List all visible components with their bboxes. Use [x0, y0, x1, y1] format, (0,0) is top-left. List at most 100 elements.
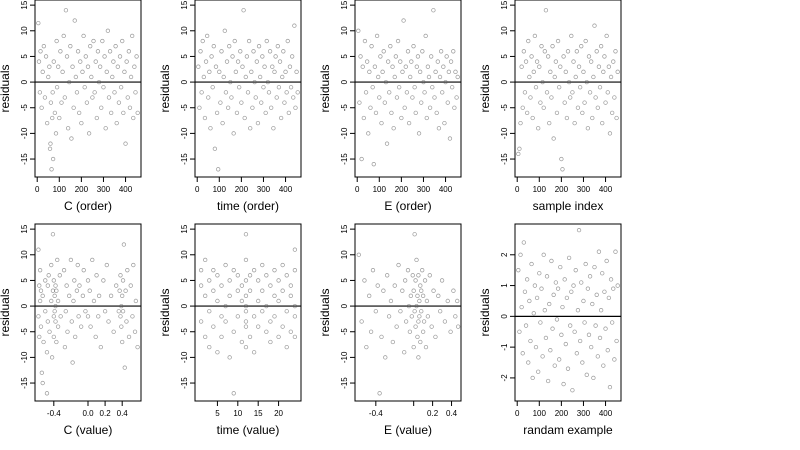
data-point [432, 95, 437, 100]
data-point [135, 110, 140, 116]
data-point [284, 273, 289, 278]
data-point [370, 268, 376, 273]
data-point [80, 69, 85, 74]
data-point [200, 38, 205, 44]
data-point [608, 74, 614, 80]
data-point [272, 293, 277, 298]
data-point [532, 33, 538, 39]
data-point [445, 298, 450, 304]
y-tick-label: 15 [340, 224, 349, 233]
data-point [398, 59, 403, 64]
data-point [412, 85, 417, 90]
data-point [128, 74, 134, 80]
data-point [125, 268, 130, 273]
panel-c-order: 0 100 200 300 400 -15 -10 -5 0 5 10 15 C (order) resi… [0, 0, 142, 213]
data-point [522, 90, 528, 95]
data-point [288, 293, 293, 298]
data-point [385, 59, 391, 64]
data-point [550, 326, 555, 331]
x-tick-label: 400 [279, 185, 293, 194]
data-point [412, 309, 417, 314]
y-tick-label: -10 [20, 127, 29, 139]
data-point [579, 280, 584, 285]
data-point [44, 350, 50, 355]
data-point [406, 120, 412, 126]
data-point [92, 90, 97, 95]
data-point [391, 126, 396, 131]
data-point [207, 344, 212, 350]
data-point [243, 74, 248, 80]
data-point [288, 329, 293, 334]
data-point [107, 49, 113, 54]
x-axis-title: time (value) [217, 423, 280, 437]
data-point [587, 274, 593, 279]
data-point [607, 385, 613, 390]
data-point [403, 64, 408, 69]
data-point [51, 334, 56, 340]
data-point [280, 324, 285, 329]
data-point [268, 339, 273, 345]
data-point [227, 293, 232, 298]
data-point [49, 298, 54, 304]
data-point [560, 304, 565, 310]
data-point [544, 90, 550, 95]
data-point [414, 257, 419, 263]
data-point [431, 288, 436, 293]
data-point [256, 44, 262, 49]
x-tick-label: 15 [254, 409, 263, 418]
data-point [615, 283, 620, 288]
data-point [582, 320, 587, 325]
data-point [550, 44, 555, 49]
data-point [400, 69, 405, 74]
data-point [55, 324, 61, 329]
data-point [123, 288, 128, 293]
data-point [538, 320, 543, 325]
data-point [281, 49, 286, 54]
data-point [424, 115, 429, 121]
data-point [614, 115, 619, 121]
data-point [292, 334, 298, 340]
data-point [36, 314, 41, 319]
data-point [582, 100, 587, 105]
data-point [94, 115, 99, 121]
data-point [576, 64, 582, 69]
data-point [204, 33, 210, 39]
data-point [411, 288, 416, 293]
x-tick-label: 400 [599, 185, 613, 194]
data-point [366, 131, 371, 136]
x-axis-title: E (value) [384, 423, 432, 437]
data-point [208, 126, 213, 131]
x-tick-label: 0 [35, 185, 40, 194]
data-point [581, 69, 586, 74]
data-point [423, 344, 429, 350]
data-point [284, 344, 289, 350]
data-point [411, 344, 416, 350]
data-point [415, 54, 421, 59]
data-point [285, 38, 290, 44]
data-point [383, 79, 389, 85]
data-point [607, 131, 613, 136]
data-point [37, 283, 42, 288]
data-point [283, 69, 288, 74]
plot-frame [194, 223, 302, 402]
data-point [610, 320, 615, 325]
data-point [57, 115, 62, 121]
x-tick-label: -0.4 [47, 409, 61, 418]
data-point [84, 100, 90, 105]
data-point [61, 268, 67, 273]
data-point [42, 95, 48, 100]
data-point [419, 100, 424, 105]
data-point [555, 286, 561, 291]
data-point [262, 64, 267, 69]
data-point [40, 380, 45, 386]
data-point [133, 298, 139, 304]
data-point [211, 324, 216, 329]
data-point [87, 288, 92, 293]
data-point [268, 319, 273, 324]
data-point [405, 268, 411, 273]
data-point [390, 64, 395, 69]
data-point [526, 38, 531, 44]
data-point [62, 344, 68, 350]
data-point [431, 8, 436, 13]
y-axis-title: residuals [0, 64, 12, 112]
